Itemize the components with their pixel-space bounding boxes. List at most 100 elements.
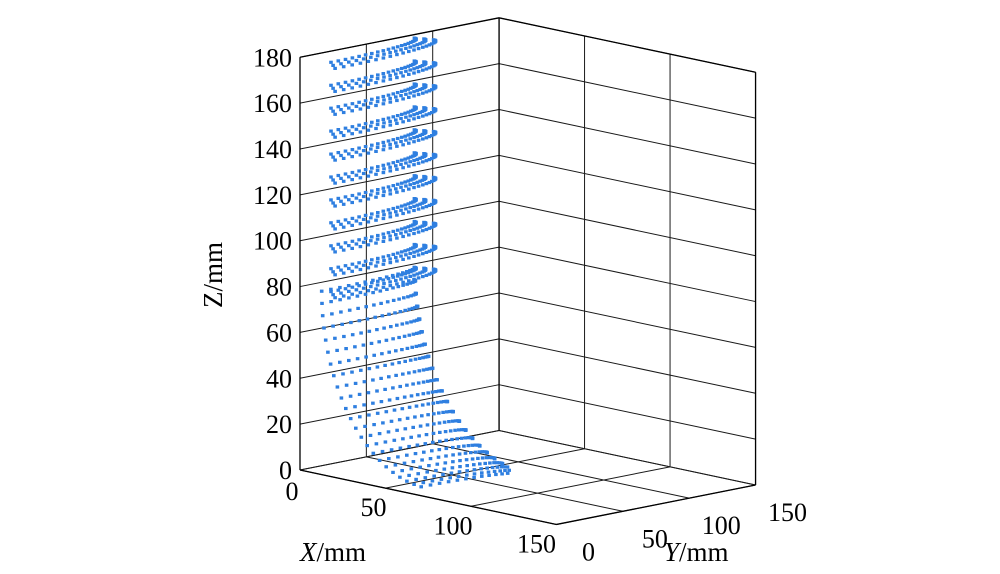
- data-point: [357, 392, 362, 396]
- data-point: [421, 252, 425, 256]
- data-point: [495, 465, 500, 469]
- x-axis-line: [299, 469, 557, 526]
- data-point: [416, 230, 421, 234]
- data-point: [395, 396, 400, 401]
- grid-line-z-side: [498, 63, 756, 119]
- data-point: [404, 230, 408, 234]
- data-point: [366, 243, 371, 247]
- data-point: [329, 267, 333, 271]
- data-point: [377, 458, 382, 462]
- data-point: [441, 410, 445, 414]
- data-point: [400, 469, 404, 473]
- data-point: [408, 91, 412, 95]
- y-tick-label: 150: [768, 498, 807, 527]
- data-point: [355, 282, 359, 286]
- data-point: [386, 254, 391, 258]
- data-point: [458, 465, 462, 469]
- data-point: [389, 325, 393, 329]
- data-point: [376, 119, 380, 123]
- z-tick-label: 80: [266, 273, 292, 302]
- data-point: [442, 467, 447, 471]
- data-point: [449, 471, 454, 475]
- data-point: [375, 191, 380, 195]
- data-point: [411, 131, 415, 135]
- data-point: [333, 112, 337, 116]
- data-point: [411, 246, 415, 250]
- data-point: [427, 203, 432, 207]
- data-point: [329, 300, 333, 304]
- data-point: [421, 368, 426, 372]
- data-point: [396, 272, 400, 276]
- data-point: [329, 106, 333, 110]
- data-point: [399, 139, 403, 144]
- data-point: [397, 418, 402, 422]
- data-point: [384, 275, 389, 279]
- data-point: [391, 470, 395, 474]
- data-point: [341, 294, 346, 298]
- data-point: [421, 275, 425, 279]
- data-point: [395, 259, 399, 263]
- data-point: [329, 287, 333, 291]
- data-point: [375, 389, 379, 393]
- data-point: [343, 264, 348, 268]
- data-point: [468, 436, 473, 440]
- data-point: [457, 470, 462, 474]
- data-point: [358, 107, 363, 111]
- data-point: [369, 216, 373, 220]
- data-point: [363, 280, 367, 284]
- data-point: [381, 209, 386, 213]
- data-point: [421, 137, 425, 141]
- data-point: [367, 329, 372, 333]
- data-point: [400, 348, 404, 352]
- data-point: [411, 39, 415, 44]
- data-point: [350, 79, 355, 83]
- data-point: [374, 264, 378, 268]
- data-point: [339, 153, 343, 158]
- z-tick-label: 20: [266, 410, 292, 439]
- data-point: [331, 201, 335, 205]
- data-point: [395, 205, 400, 209]
- data-point: [408, 114, 412, 118]
- data-point: [336, 173, 341, 178]
- data-point: [388, 192, 393, 196]
- data-point: [379, 400, 384, 404]
- data-point: [357, 215, 361, 219]
- data-point: [420, 458, 424, 462]
- y-axis-label-unit: /mm: [679, 537, 729, 567]
- data-point: [457, 428, 461, 432]
- data-point: [388, 119, 392, 123]
- data-point: [347, 289, 351, 293]
- data-point: [406, 179, 411, 183]
- data-point: [407, 256, 411, 260]
- data-point: [431, 133, 436, 137]
- data-point: [395, 428, 399, 432]
- data-point: [366, 174, 371, 178]
- data-point: [405, 270, 409, 274]
- data-point: [430, 225, 434, 229]
- data-point: [390, 362, 395, 366]
- grid-line-y-floor: [498, 430, 756, 486]
- data-point: [413, 415, 417, 419]
- data-point: [354, 242, 359, 246]
- data-point: [320, 301, 324, 305]
- data-point: [408, 358, 413, 362]
- data-point: [419, 485, 423, 489]
- data-point: [404, 276, 408, 280]
- data-point: [388, 77, 393, 81]
- data-point: [382, 52, 386, 56]
- data-point: [388, 51, 392, 55]
- data-point: [358, 61, 363, 65]
- z-tick-label: 180: [253, 43, 292, 72]
- data-point: [342, 334, 346, 339]
- data-point: [388, 211, 392, 215]
- data-point: [333, 89, 337, 93]
- data-point: [404, 46, 408, 50]
- data-point: [364, 305, 368, 309]
- data-point: [382, 190, 386, 194]
- data-point: [386, 116, 391, 120]
- data-point: [379, 301, 383, 305]
- data-point: [399, 158, 404, 162]
- data-point: [366, 197, 371, 201]
